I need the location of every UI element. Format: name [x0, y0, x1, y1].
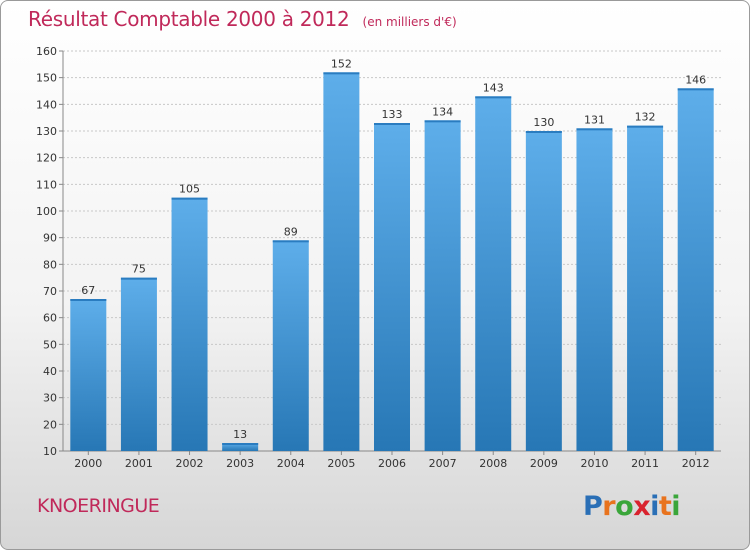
y-tick-label: 120	[36, 152, 57, 165]
bar	[70, 299, 107, 451]
bar-top-edge	[677, 88, 714, 91]
y-tick-label: 140	[36, 98, 57, 111]
bar-value-label: 134	[432, 105, 453, 118]
y-tick-label: 50	[43, 338, 57, 351]
bar	[576, 128, 613, 451]
x-tick-label: 2009	[530, 457, 558, 470]
proxiti-logo: Proxiti	[583, 491, 681, 522]
bar-top-edge	[323, 72, 360, 75]
bar-top-edge	[120, 277, 157, 280]
bar-top-edge	[374, 123, 410, 125]
chart-title: Résultat Comptable 2000 à 2012 (en milli…	[28, 7, 457, 31]
bar-value-label: 13	[233, 428, 247, 441]
bar	[627, 125, 664, 452]
y-tick-label: 100	[36, 205, 57, 218]
bar-value-label: 132	[635, 111, 656, 124]
bar-top-edge	[424, 120, 461, 123]
y-tick-label: 40	[43, 365, 57, 378]
x-tick-label: 2008	[479, 457, 507, 470]
x-tick-label: 2001	[125, 457, 153, 470]
bar-value-label: 75	[132, 263, 146, 276]
commune-name: KNOERINGUE	[37, 495, 160, 517]
x-tick-label: 2010	[580, 457, 608, 470]
bar-value-label: 67	[81, 284, 95, 297]
bar	[272, 240, 309, 451]
bar-top-edge	[70, 299, 107, 301]
bar-value-label: 105	[179, 183, 200, 196]
bar	[323, 72, 360, 451]
y-tick-label: 30	[43, 392, 57, 405]
logo-letter: i	[650, 491, 659, 522]
chart-unit-note: (en milliers d'€)	[362, 15, 457, 29]
y-tick-label: 10	[43, 445, 57, 458]
bar	[424, 120, 461, 451]
bar-top-edge	[576, 128, 613, 131]
logo-letter: o	[615, 491, 634, 522]
y-tick-label: 150	[36, 72, 57, 85]
bar	[171, 197, 208, 451]
logo-letter: r	[602, 491, 616, 522]
bar	[120, 277, 157, 451]
bar-value-label: 152	[331, 57, 352, 70]
x-tick-label: 2002	[176, 457, 204, 470]
x-tick-label: 2012	[682, 457, 710, 470]
logo-letter: P	[583, 491, 603, 522]
bar-top-edge	[222, 443, 259, 445]
bar-value-label: 130	[533, 116, 554, 129]
bar-value-label: 89	[284, 225, 298, 238]
y-tick-label: 80	[43, 258, 57, 271]
y-tick-label: 130	[36, 125, 57, 138]
x-tick-label: 2003	[226, 457, 254, 470]
bar-value-label: 133	[382, 108, 403, 121]
bar-top-edge	[525, 131, 562, 133]
bar-top-edge	[475, 96, 512, 99]
bar	[374, 123, 410, 451]
y-tick-label: 60	[43, 312, 57, 325]
y-tick-label: 160	[36, 45, 57, 58]
x-tick-label: 2006	[378, 457, 406, 470]
x-tick-label: 2007	[429, 457, 457, 470]
x-tick-label: 2011	[631, 457, 659, 470]
bar-top-edge	[272, 240, 309, 243]
bar-value-label: 143	[483, 81, 504, 94]
logo-letter: x	[633, 491, 651, 522]
logo-letter: i	[671, 491, 681, 522]
bar-top-edge	[627, 125, 664, 128]
x-tick-label: 2005	[327, 457, 355, 470]
bar	[222, 443, 259, 451]
chart-title-text: Résultat Comptable 2000 à 2012	[28, 7, 350, 31]
x-tick-label: 2004	[277, 457, 305, 470]
y-tick-label: 110	[36, 178, 57, 191]
bar-top-edge	[171, 197, 208, 200]
bar-value-label: 131	[584, 113, 605, 126]
y-tick-label: 90	[43, 232, 57, 245]
bar	[677, 88, 714, 451]
logo-letter: t	[658, 491, 672, 522]
y-tick-label: 70	[43, 285, 57, 298]
y-tick-label: 20	[43, 418, 57, 431]
x-tick-label: 2000	[74, 457, 102, 470]
bar	[525, 131, 562, 451]
bar	[475, 96, 512, 451]
bar-value-label: 146	[685, 73, 706, 86]
